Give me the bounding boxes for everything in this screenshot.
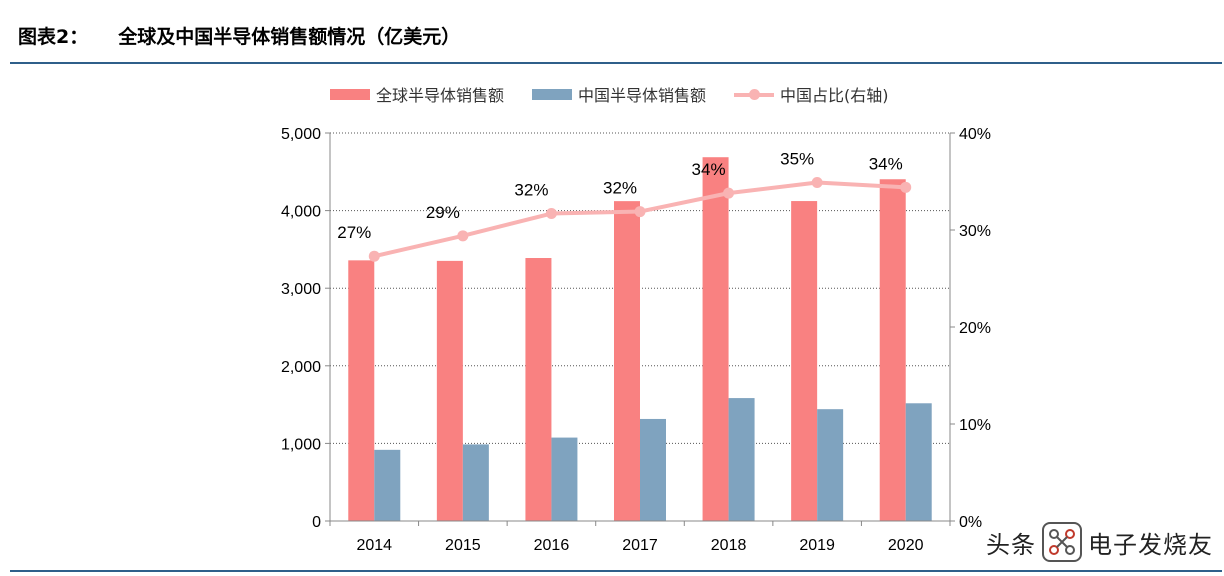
bar-global-2016 xyxy=(525,258,552,521)
share-label-2015: 29% xyxy=(426,203,460,222)
bar-global-2015 xyxy=(436,260,463,521)
x-tick-label-2017: 2017 xyxy=(622,537,658,554)
x-tick-label-2015: 2015 xyxy=(445,537,481,554)
y-left-tick-label-3: 3,000 xyxy=(281,281,321,298)
figure-title: 全球及中国半导体销售额情况（亿美元） xyxy=(118,26,461,48)
figure-label: 图表2： xyxy=(18,26,89,48)
x-tick-label-2018: 2018 xyxy=(711,537,747,554)
y-right-tick-label-3: 30% xyxy=(959,223,991,240)
share-point-2015 xyxy=(457,230,469,242)
legend-swatch-china xyxy=(532,88,573,100)
y-right-tick-label-1: 10% xyxy=(959,417,991,434)
legend-label-global: 全球半导体销售额 xyxy=(376,86,505,105)
bottom-divider xyxy=(10,570,1222,572)
bar-china-2014 xyxy=(374,449,401,521)
y-left-tick-label-4: 4,000 xyxy=(281,204,321,221)
bar-china-2019 xyxy=(817,409,844,521)
legend-label-china: 中国半导体销售额 xyxy=(578,86,707,105)
y-left-tick-label-5: 5,000 xyxy=(281,126,321,143)
watermark-left-text: 头条 xyxy=(986,530,1036,559)
bar-global-2019 xyxy=(791,201,818,521)
bar-global-2017 xyxy=(614,201,640,521)
x-tick-label-2020: 2020 xyxy=(888,537,924,554)
watermark-logo-icon xyxy=(1042,522,1082,562)
bar-china-2015 xyxy=(462,444,489,521)
share-point-2016 xyxy=(545,208,557,220)
watermark: 头条 电子发烧友 xyxy=(986,522,1213,562)
y-left-tick-label-1: 1,000 xyxy=(281,436,321,453)
bar-global-2020 xyxy=(879,179,906,521)
share-point-2019 xyxy=(811,176,823,188)
top-divider xyxy=(10,62,1222,64)
legend-item-global: 全球半导体销售额 xyxy=(330,82,504,106)
share-label-2020: 34% xyxy=(869,154,903,173)
share-point-2014 xyxy=(368,250,380,262)
share-point-2018 xyxy=(723,187,735,199)
y-right-tick-label-4: 40% xyxy=(959,126,991,143)
share-label-2019: 35% xyxy=(780,149,814,168)
legend-swatch-share xyxy=(734,88,775,100)
legend-label-share: 中国占比(右轴) xyxy=(780,86,889,105)
share-point-2017 xyxy=(634,206,646,218)
bar-china-2016 xyxy=(551,437,578,521)
share-point-2020 xyxy=(900,181,912,193)
share-label-2014: 27% xyxy=(337,223,371,242)
chart-title: 图表2： 全球及中国半导体销售额情况（亿美元） xyxy=(18,22,460,49)
watermark-right-text: 电子发烧友 xyxy=(1088,530,1213,559)
bar-global-2018 xyxy=(702,157,729,522)
share-label-2016: 32% xyxy=(514,181,548,200)
legend-item-share: 中国占比(右轴) xyxy=(734,82,889,106)
y-left-tick-label-0: 0 xyxy=(312,514,321,531)
bar-china-2018 xyxy=(728,398,755,521)
bar-china-2017 xyxy=(640,418,666,521)
bar-china-2020 xyxy=(905,403,932,521)
y-left-tick-label-2: 2,000 xyxy=(281,359,321,376)
share-label-2018: 34% xyxy=(692,160,726,179)
x-tick-label-2014: 2014 xyxy=(356,537,392,554)
bar-global-2014 xyxy=(348,260,375,521)
x-tick-label-2016: 2016 xyxy=(534,537,570,554)
legend-swatch-global xyxy=(330,88,370,100)
legend-item-china: 中国半导体销售额 xyxy=(532,82,706,106)
legend: 全球半导体销售额 中国半导体销售额 中国占比(右轴) xyxy=(330,82,917,106)
y-right-tick-label-2: 20% xyxy=(959,320,991,337)
share-label-2017: 32% xyxy=(603,179,637,198)
x-tick-label-2019: 2019 xyxy=(799,537,835,554)
y-right-tick-label-0: 0% xyxy=(959,514,982,531)
